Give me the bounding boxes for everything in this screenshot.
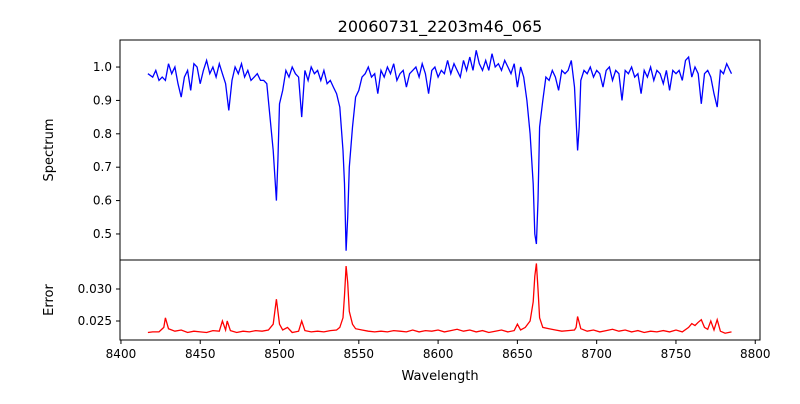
spectrum-y-tick-label: 0.7 [93, 160, 112, 174]
spectrum-y-tick-label: 0.6 [93, 194, 112, 208]
spectrum-y-tick-label: 0.8 [93, 127, 112, 141]
x-tick-label: 8650 [502, 347, 533, 361]
x-tick-label: 8550 [344, 347, 375, 361]
error-y-label: Error [42, 284, 57, 316]
error-y-tick-label: 0.030 [78, 282, 112, 296]
x-tick-label: 8400 [106, 347, 137, 361]
error-axes: 0.025 0.030 8400 8450 8500 8550 8600 8650 8700 87… [78, 259, 771, 361]
x-tick-label: 8500 [264, 347, 295, 361]
spectrum-line [147, 50, 733, 251]
chart-title: 20060731_2203m46_065 [338, 17, 543, 37]
spectrum-y-tick-label: 0.5 [93, 227, 112, 241]
x-tick-label: 8750 [661, 347, 692, 361]
x-tick-label: 8600 [423, 347, 454, 361]
error-line [147, 263, 732, 334]
x-tick-label: 8450 [185, 347, 216, 361]
x-tick-label: 8800 [740, 347, 771, 361]
error-frame [119, 259, 761, 341]
x-tick-label: 8700 [581, 347, 612, 361]
spectrum-y-label: Spectrum [42, 119, 57, 182]
x-axis-label: Wavelength [401, 369, 478, 384]
spectrum-axes: 0.5 0.6 0.7 0.8 0.9 1.0 [93, 39, 761, 261]
spectrum-y-tick-label: 0.9 [93, 93, 112, 107]
error-y-tick-label: 0.025 [78, 314, 112, 328]
spectrum-y-tick-label: 1.0 [93, 60, 112, 74]
